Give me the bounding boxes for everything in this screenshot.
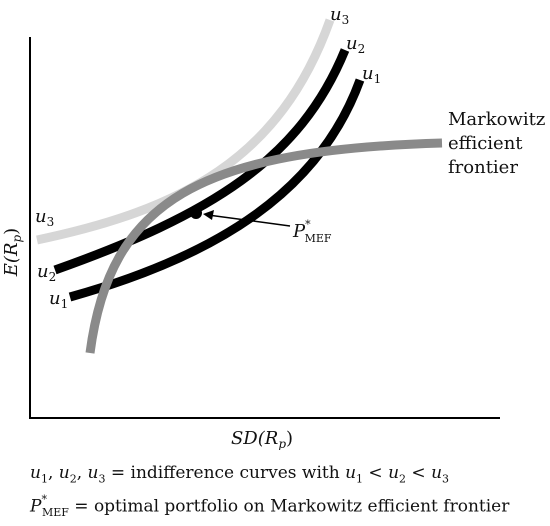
optimal-point-arrow <box>207 214 291 227</box>
label-u2-top: u2 <box>346 33 365 56</box>
legend-line-2: P*MEF = optimal portfolio on Markowitz e… <box>30 493 510 520</box>
optimal-point-label: P* MEF <box>292 218 332 245</box>
frontier-label-line3: frontier <box>448 157 518 178</box>
diagram: E(Rp) SD(Rp) u3 u2 u1 u3 u2 u1 Markowitz… <box>1 4 545 450</box>
label-u1-top: u1 <box>362 63 381 86</box>
arrow-head <box>203 210 214 220</box>
label-u3-top: u3 <box>330 4 349 27</box>
label-u1-left: u1 <box>49 288 68 311</box>
x-axis-label: SD(Rp) <box>231 428 293 450</box>
indifference-curve-u2 <box>53 48 350 275</box>
y-axis-label: E(Rp) <box>1 228 24 277</box>
legend-line-1: u1, u2, u3 = indifference curves with u1… <box>30 463 450 486</box>
frontier-label-line1: Markowitz <box>448 109 545 130</box>
markowitz-efficient-frontier <box>85 138 443 354</box>
indifference-curve-u1 <box>68 78 365 302</box>
indifference-curve-u3 <box>36 18 335 245</box>
optimal-portfolio-point <box>190 207 202 219</box>
label-u3-left: u3 <box>35 206 54 229</box>
frontier-label-line2: efficient <box>448 133 523 154</box>
label-u2-left: u2 <box>37 261 56 284</box>
